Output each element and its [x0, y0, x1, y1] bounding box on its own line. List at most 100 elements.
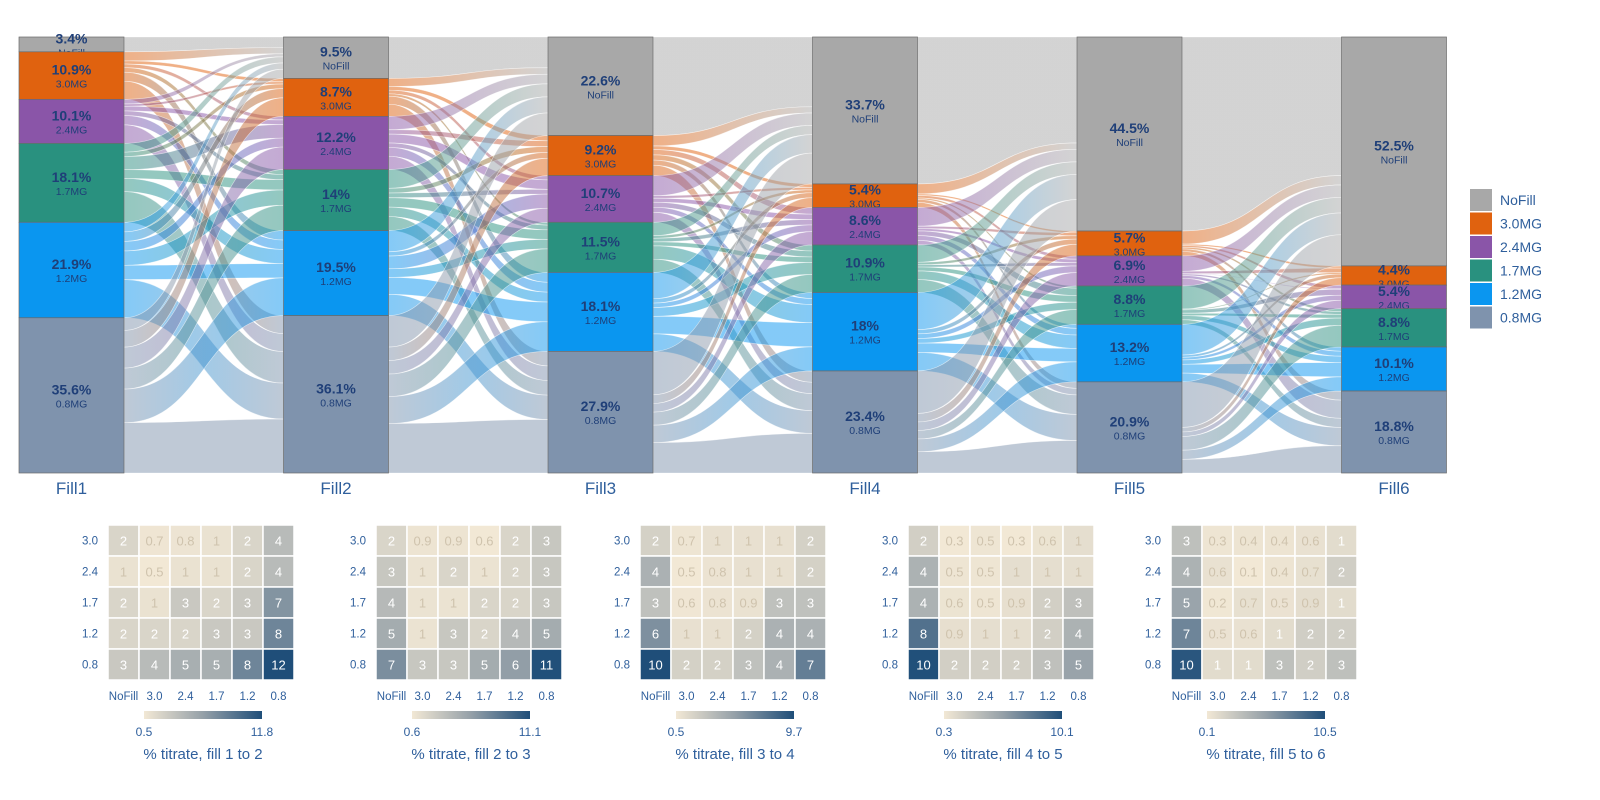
heatmap-cell-value: 0.1: [1239, 565, 1257, 580]
heatmap-colorbar: [1207, 711, 1325, 719]
heatmap-cell-value: 2: [1338, 627, 1345, 642]
heatmap-cell: [1201, 524, 1234, 557]
heatmap-cell-value: 1: [1075, 534, 1082, 549]
heatmap-cell: [763, 555, 796, 588]
heatmap-cell-value: 2: [512, 596, 519, 611]
sankey-node-Fill2-0.8MG: [283, 315, 389, 474]
heatmap-4: 2 0.3 0.5 0.3 0.6 1 4 0.5 0.5 1 1 1 4 0.6 0.5 0.9 2 3 8 0.9…: [882, 524, 1095, 763]
sankey-node-Fill6-1.2MG: [1341, 346, 1447, 392]
heatmap-cell: [231, 648, 264, 681]
heatmap-cell: [1325, 617, 1358, 650]
heatmap-cell-value: 0.6: [945, 596, 963, 611]
heatmap-cell: [1170, 648, 1203, 681]
heatmap-y-tick: 0.8: [350, 660, 366, 672]
heatmap-cell-value: 2: [120, 627, 127, 642]
heatmap-x-tick: 2.4: [178, 691, 195, 703]
colorbar-max-label: 10.1: [1050, 725, 1074, 739]
heatmap-cell-value: 4: [776, 658, 783, 673]
heatmap-y-tick: 3.0: [1145, 536, 1161, 548]
heatmap-y-tick: 0.8: [614, 660, 630, 672]
heatmap-cell-value: 0.5: [976, 534, 994, 549]
heatmap-cell: [231, 617, 264, 650]
heatmap-cell: [1294, 648, 1327, 681]
sankey-node-Fill3-0.8MG: [547, 351, 654, 474]
heatmap-cell-value: 0.5: [677, 565, 695, 580]
heatmap-cell-value: 2: [745, 627, 752, 642]
heatmap-cell-value: 3: [450, 627, 457, 642]
heatmap-colorbar: [144, 711, 262, 719]
heatmap-cell: [969, 617, 1002, 650]
heatmap-cell-value: 3: [1075, 596, 1082, 611]
heatmap-cell-value: 1: [982, 627, 989, 642]
heatmap-cell-value: 4: [275, 565, 282, 580]
heatmap-cell-value: 1: [714, 534, 721, 549]
sankey-node-Fill4-NoFill: [812, 36, 918, 185]
sankey-node-Fill4-1.2MG: [812, 292, 918, 372]
sankey-stage-axis: Fill1 Fill2 Fill3 Fill4 Fill5 Fill6: [56, 479, 1410, 498]
heatmap-cell-value: 2: [982, 658, 989, 673]
heatmap-cell-value: 4: [275, 534, 282, 549]
heatmap-cell-value: 2: [1013, 658, 1020, 673]
colorbar-min-label: 0.5: [668, 725, 685, 739]
heatmap-cell-value: 1: [213, 534, 220, 549]
sankey-percent-label: 8.8%: [1378, 314, 1410, 330]
sankey-percent-label: 10.9%: [52, 62, 92, 78]
sankey-category-label: 1.7MG: [1114, 308, 1146, 320]
sankey-node-Fill5-NoFill: [1076, 36, 1183, 232]
heatmap-cell-value: 8: [920, 627, 927, 642]
heatmap-x-tick: 2.4: [446, 691, 463, 703]
heatmap-cell-value: 0.6: [1038, 534, 1056, 549]
heatmap-cell: [701, 617, 734, 650]
heatmap-x-tick: 0.8: [271, 691, 287, 703]
heatmap-cell: [670, 524, 703, 557]
heatmap-cell-value: 0.8: [708, 565, 726, 580]
heatmap-colorbar: [676, 711, 794, 719]
legend-label: 1.2MG: [1500, 286, 1542, 302]
heatmap-cell: [169, 555, 202, 588]
sankey-category-label: 1.2MG: [1378, 372, 1410, 384]
sankey-percent-label: 8.6%: [849, 212, 881, 228]
heatmap-cell-value: 8: [244, 658, 251, 673]
heatmap-cell: [530, 648, 563, 681]
legend-label: 2.4MG: [1500, 239, 1542, 255]
sankey-node-Fill3-2.4MG: [547, 175, 654, 223]
sankey-category-label: 1.7MG: [585, 250, 617, 262]
heatmap-cell: [701, 648, 734, 681]
sankey-category-label: 0.8MG: [1378, 435, 1410, 447]
heatmap-cell-value: 4: [388, 596, 395, 611]
sankey-percent-label: 18.1%: [52, 169, 92, 185]
heatmap-y-tick: 1.2: [1145, 629, 1161, 641]
heatmap-cell-value: 3: [543, 534, 550, 549]
heatmap-cell: [468, 524, 501, 557]
heatmap-y-tick: 1.2: [882, 629, 898, 641]
heatmap-y-tick: 1.7: [1145, 598, 1161, 610]
sankey-node-Fill3-1.7MG: [547, 221, 654, 273]
sankey-node-Fill3-NoFill: [547, 36, 654, 136]
legend-swatch: [1470, 283, 1492, 305]
heatmap-cell: [763, 648, 796, 681]
heatmap-cell-value: 2: [920, 534, 927, 549]
heatmap-cell-value: 2: [120, 596, 127, 611]
heatmap-cell-value: 5: [182, 658, 189, 673]
sankey-node-Fill4-1.7MG: [812, 244, 918, 293]
heatmap-y-tick: 2.4: [82, 567, 99, 579]
heatmap-cell: [375, 617, 408, 650]
heatmap-cell: [938, 617, 971, 650]
sankey-percent-label: 52.5%: [1374, 137, 1414, 153]
heatmap-cell-value: 7: [1183, 627, 1190, 642]
legend-label: 1.7MG: [1500, 263, 1542, 279]
sankey-percent-label: 5.7%: [1114, 229, 1146, 245]
sankey-category-label: 3.0MG: [585, 159, 617, 171]
heatmap-cell-value: 8: [275, 627, 282, 642]
heatmap-cell: [1062, 648, 1095, 681]
sankey-percent-label: 9.2%: [585, 142, 617, 158]
sankey-category-label: 1.7MG: [1378, 331, 1410, 343]
heatmap-cell-value: 3: [543, 565, 550, 580]
heatmap-cell-value: 2: [388, 534, 395, 549]
heatmap-cell-value: 10: [916, 658, 930, 673]
heatmap-cell-value: 0.8: [176, 534, 194, 549]
heatmap-cell-value: 3: [419, 658, 426, 673]
heatmap-cell-value: 1: [745, 565, 752, 580]
heatmap-cell-value: 2: [244, 534, 251, 549]
heatmap-cell-value: 0.9: [739, 596, 757, 611]
